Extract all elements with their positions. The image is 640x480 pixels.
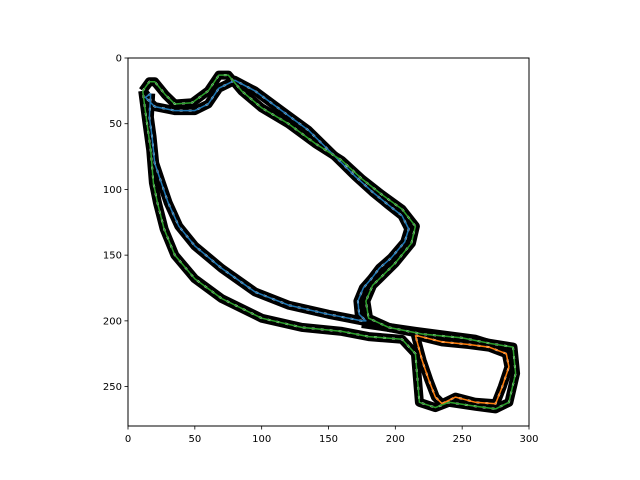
x-axis: 0 50 100 150 200 250 300	[125, 426, 539, 445]
series-line-0	[144, 79, 410, 322]
x-tick-label: 200	[386, 434, 405, 445]
x-tick-label: 50	[188, 434, 201, 445]
series-line-2	[141, 74, 517, 410]
y-tick-label: 150	[103, 251, 122, 262]
x-tick-label: 300	[519, 434, 538, 445]
x-tick-label: 250	[453, 434, 472, 445]
y-axis: 0 50 100 150 200 250	[103, 54, 128, 393]
y-tick-label: 250	[103, 382, 122, 393]
series-layer	[141, 74, 517, 410]
y-tick-label: 200	[103, 316, 122, 327]
x-tick-label: 150	[319, 434, 338, 445]
x-tick-label: 0	[125, 434, 131, 445]
series-line-1	[414, 334, 510, 405]
y-tick-label: 0	[116, 54, 122, 65]
x-tick-label: 100	[252, 434, 271, 445]
y-tick-label: 50	[109, 119, 122, 130]
plot-area	[138, 70, 521, 414]
y-tick-label: 100	[103, 185, 122, 196]
